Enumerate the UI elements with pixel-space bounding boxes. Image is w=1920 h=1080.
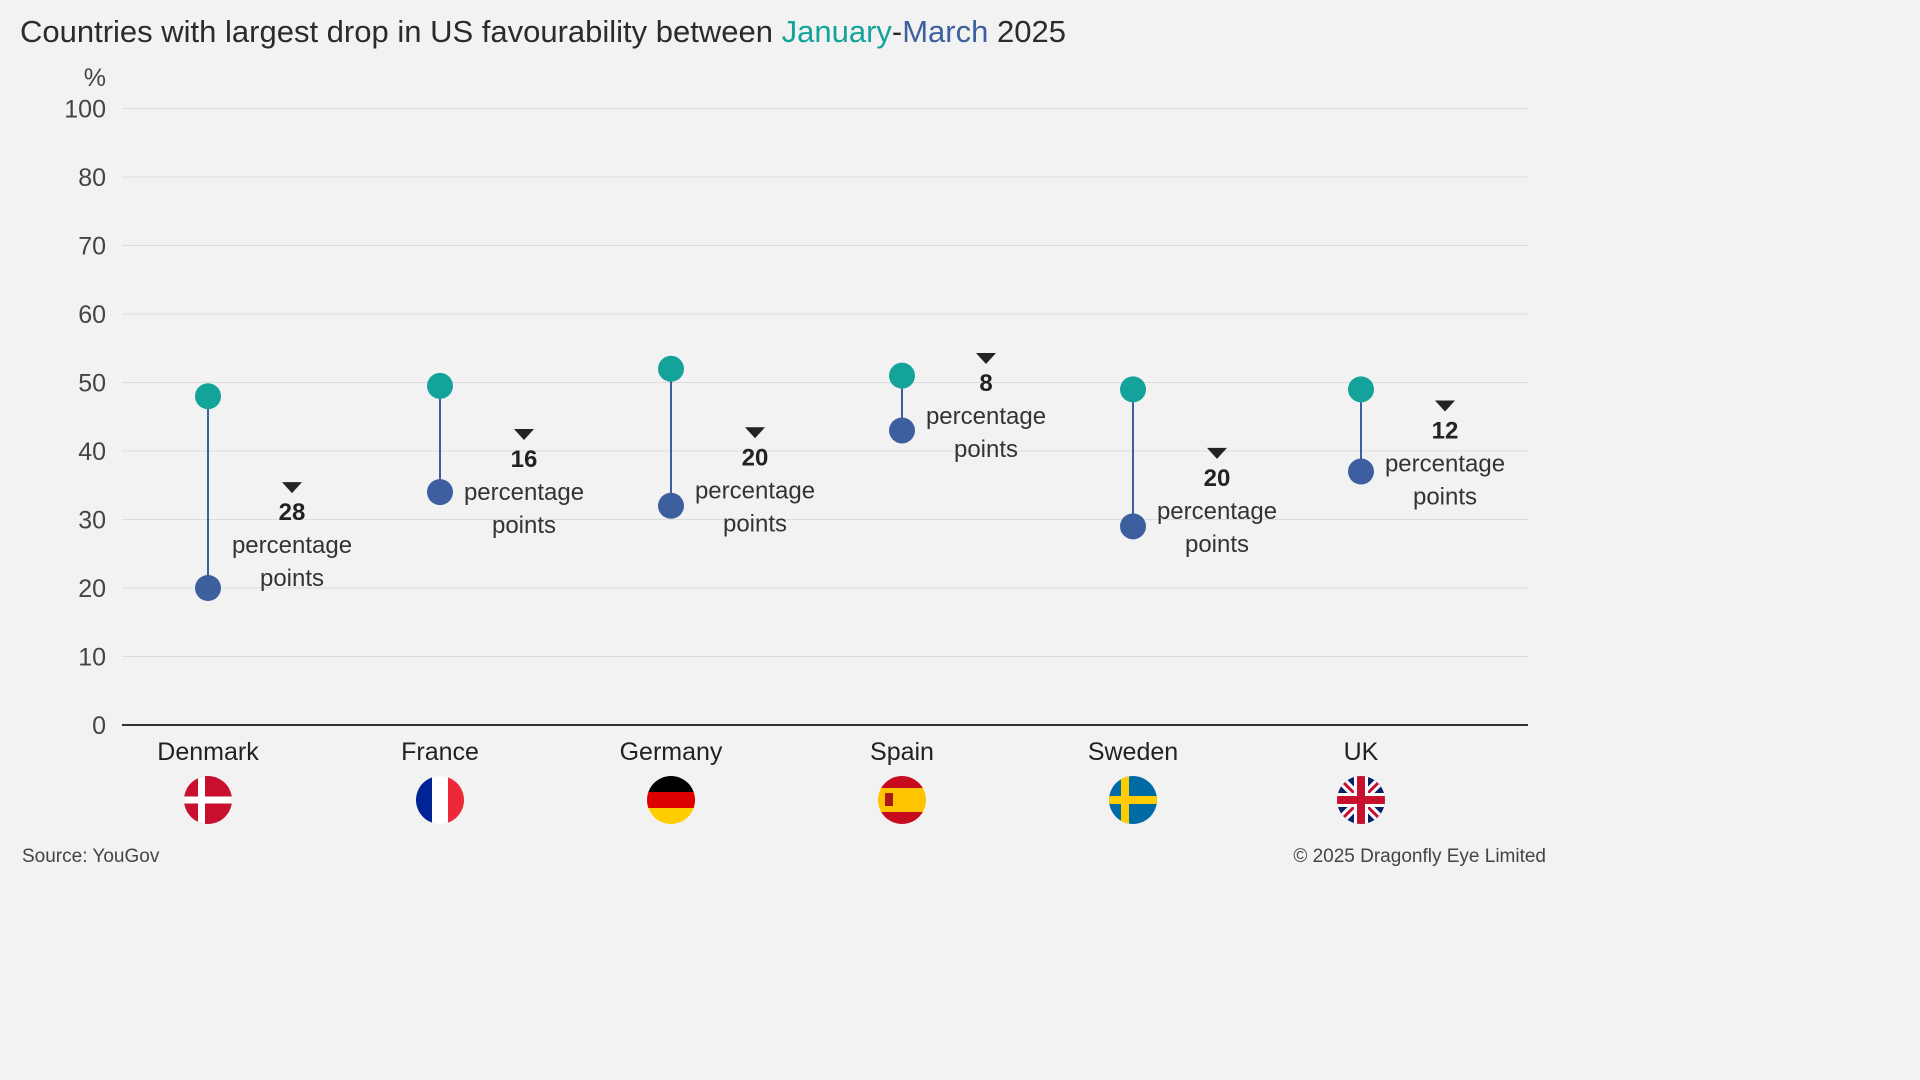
january-point [889, 362, 915, 389]
drop-unit-label: points [1185, 531, 1249, 558]
chart-title: Countries with largest drop in US favour… [20, 14, 1066, 50]
y-tick-label: 0 [92, 712, 106, 740]
down-arrow-icon [1207, 447, 1227, 459]
uk-flag-icon [1337, 776, 1385, 824]
x-category-label: Germany [620, 738, 723, 766]
drop-value-label: 8 [979, 370, 992, 397]
y-tick-label: 40 [78, 438, 106, 466]
title-march: March [902, 14, 989, 49]
x-category-label: UK [1344, 738, 1379, 766]
drop-unit-label: percentage [695, 477, 815, 504]
down-arrow-icon [514, 429, 534, 441]
copyright-note: © 2025 Dragonfly Eye Limited [1293, 846, 1546, 867]
down-arrow-icon [282, 482, 302, 494]
y-tick-label: 70 [78, 233, 106, 261]
drop-unit-label: points [260, 565, 324, 592]
dumbbell-chart: 0 10 20 30 40 50 60 70 80 100% 28 percentage points D… [64, 64, 1528, 824]
drop-unit-label: points [954, 436, 1018, 463]
drop-value-label: 20 [1204, 465, 1231, 492]
title-prefix: Countries with largest drop in US favour… [20, 14, 782, 49]
drop-unit-label: percentage [1385, 450, 1505, 477]
drop-unit-label: points [492, 512, 556, 539]
march-point [1348, 458, 1374, 485]
march-point [658, 492, 684, 519]
drop-unit-label: points [1413, 483, 1477, 510]
down-arrow-icon [745, 427, 765, 439]
march-point [889, 417, 915, 444]
x-category-label: Sweden [1088, 738, 1178, 766]
drop-value-label: 20 [742, 444, 769, 471]
y-tick-label: 10 [78, 644, 106, 672]
y-tick-label: 80 [78, 164, 106, 192]
title-january: January [781, 14, 892, 49]
germany-flag-icon [647, 776, 695, 824]
x-category-label: Denmark [157, 738, 259, 766]
denmark-flag-icon [184, 776, 232, 824]
y-axis-label: % [84, 64, 106, 92]
drop-unit-label: percentage [926, 403, 1046, 430]
y-tick-label: 100 [64, 96, 106, 124]
drop-value-label: 12 [1432, 417, 1459, 444]
y-tick-label: 30 [78, 507, 106, 535]
january-point [1348, 376, 1374, 403]
drop-unit-label: points [723, 510, 787, 537]
january-point [427, 372, 453, 399]
france-flag-icon [416, 776, 464, 824]
x-category-label: France [401, 738, 479, 766]
march-point [195, 575, 221, 601]
title-dash: - [891, 14, 903, 49]
y-tick-label: 60 [78, 301, 106, 329]
x-category-label: Spain [870, 738, 934, 766]
down-arrow-icon [976, 353, 996, 365]
drop-value-label: 28 [279, 499, 306, 526]
spain-flag-icon [878, 776, 926, 824]
y-tick-label: 50 [78, 370, 106, 398]
drop-unit-label: percentage [464, 479, 584, 506]
january-point [1120, 376, 1146, 403]
drop-unit-label: percentage [232, 532, 352, 559]
down-arrow-icon [1435, 400, 1455, 412]
source-note: Source: YouGov [22, 846, 160, 867]
title-suffix: 2025 [988, 14, 1066, 49]
march-point [427, 479, 453, 506]
march-point [1120, 513, 1146, 540]
sweden-flag-icon [1109, 776, 1157, 824]
january-point [658, 355, 684, 382]
january-point [195, 383, 221, 410]
y-tick-label: 20 [78, 575, 106, 603]
drop-value-label: 16 [511, 446, 538, 473]
drop-unit-label: percentage [1157, 498, 1277, 525]
